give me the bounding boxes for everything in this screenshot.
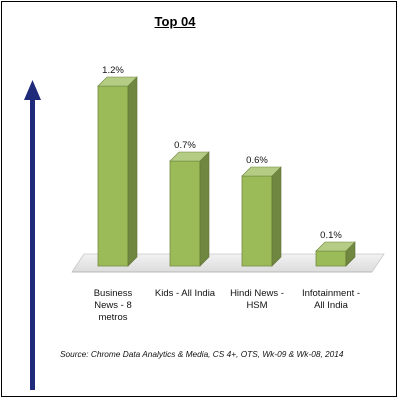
bar-top [315, 241, 356, 252]
data-label: 0.1% [320, 230, 342, 241]
arrow-shaft [30, 100, 35, 390]
data-label: 0.6% [246, 155, 268, 166]
bar-front [97, 85, 129, 267]
bar-top [169, 151, 210, 162]
labels-group: 1.2% Business News - 8 metros 0.7% Kids - All… [94, 65, 360, 323]
bar-front [169, 160, 201, 267]
bar-top [97, 76, 138, 87]
arrow-head [24, 80, 41, 100]
category-label: Hindi News -HSM [230, 288, 284, 311]
bar-front [315, 250, 347, 267]
category-label: Kids - All India [155, 288, 216, 299]
bar-top [241, 166, 282, 177]
bars-group [97, 76, 356, 267]
data-label: 0.7% [174, 140, 196, 151]
bar-side [127, 76, 138, 267]
category-label: Business News - 8 metros [94, 288, 133, 323]
bar-front [241, 175, 273, 267]
up-arrow-icon [24, 80, 41, 390]
source-note: Source: Chrome Data Analytics & Media, C… [60, 349, 344, 359]
category-label: Infotainment -All India [302, 288, 360, 311]
bar-side [271, 166, 282, 267]
chart-title: Top 04 [154, 14, 196, 29]
data-label: 1.2% [102, 65, 124, 76]
bar-side [199, 151, 210, 267]
chart-floor [71, 253, 385, 273]
